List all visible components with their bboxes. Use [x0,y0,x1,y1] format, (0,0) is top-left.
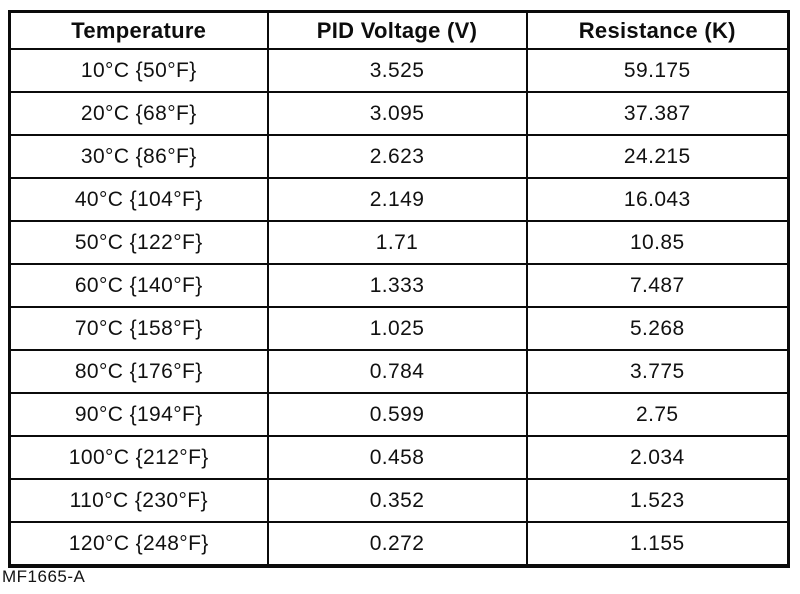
cell-temperature: 40°C {104°F} [8,177,269,222]
cell-temperature: 20°C {68°F} [8,91,269,136]
cell-resistance: 2.75 [525,392,790,437]
cell-pid-voltage: 1.71 [266,220,528,265]
cell-resistance: 1.155 [525,521,790,567]
cell-resistance: 10.85 [525,220,790,265]
cell-pid-voltage: 0.272 [266,521,528,567]
cell-pid-voltage: 1.025 [266,306,528,351]
header-pid-voltage: PID Voltage (V) [266,10,528,50]
cell-resistance: 2.034 [525,435,790,480]
cell-resistance: 7.487 [525,263,790,308]
cell-pid-voltage: 0.458 [266,435,528,480]
table-head: Temperature PID Voltage (V) Resistance (… [8,10,790,50]
table-row: 120°C {248°F} 0.272 1.155 [8,521,790,567]
table-row: 60°C {140°F} 1.333 7.487 [8,263,790,308]
cell-resistance: 59.175 [525,48,790,93]
table-row: 90°C {194°F} 0.599 2.75 [8,392,790,437]
table-row: 70°C {158°F} 1.025 5.268 [8,306,790,351]
table-row: 40°C {104°F} 2.149 16.043 [8,177,790,222]
table-row: 110°C {230°F} 0.352 1.523 [8,478,790,523]
header-row: Temperature PID Voltage (V) Resistance (… [8,10,790,50]
cell-temperature: 110°C {230°F} [8,478,269,523]
cell-pid-voltage: 1.333 [266,263,528,308]
cell-pid-voltage: 2.149 [266,177,528,222]
cell-temperature: 100°C {212°F} [8,435,269,480]
cell-pid-voltage: 2.623 [266,134,528,179]
header-temperature: Temperature [8,10,269,50]
header-resistance: Resistance (K) [525,10,790,50]
cell-pid-voltage: 3.525 [266,48,528,93]
cell-resistance: 16.043 [525,177,790,222]
cell-pid-voltage: 0.599 [266,392,528,437]
cell-temperature: 30°C {86°F} [8,134,269,179]
cell-pid-voltage: 0.352 [266,478,528,523]
table-row: 10°C {50°F} 3.525 59.175 [8,48,790,93]
cell-resistance: 24.215 [525,134,790,179]
table-row: 100°C {212°F} 0.458 2.034 [8,435,790,480]
table-body: 10°C {50°F} 3.525 59.175 20°C {68°F} 3.0… [8,48,790,567]
cell-resistance: 1.523 [525,478,790,523]
cell-resistance: 37.387 [525,91,790,136]
cell-resistance: 5.268 [525,306,790,351]
temperature-resistance-table: Temperature PID Voltage (V) Resistance (… [8,10,790,568]
cell-temperature: 50°C {122°F} [8,220,269,265]
cell-pid-voltage: 3.095 [266,91,528,136]
cell-temperature: 70°C {158°F} [8,306,269,351]
cell-pid-voltage: 0.784 [266,349,528,394]
cell-resistance: 3.775 [525,349,790,394]
figure-code: MF1665-A [2,567,86,586]
table-row: 20°C {68°F} 3.095 37.387 [8,91,790,136]
table-row: 30°C {86°F} 2.623 24.215 [8,134,790,179]
cell-temperature: 80°C {176°F} [8,349,269,394]
table-row: 80°C {176°F} 0.784 3.775 [8,349,790,394]
cell-temperature: 90°C {194°F} [8,392,269,437]
table-row: 50°C {122°F} 1.71 10.85 [8,220,790,265]
cell-temperature: 10°C {50°F} [8,48,269,93]
cell-temperature: 120°C {248°F} [8,521,269,567]
cell-temperature: 60°C {140°F} [8,263,269,308]
